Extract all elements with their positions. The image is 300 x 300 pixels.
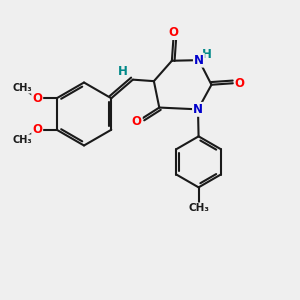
Text: CH₃: CH₃ <box>12 135 32 145</box>
Text: CH₃: CH₃ <box>12 83 32 93</box>
Text: N: N <box>193 103 203 116</box>
Text: O: O <box>235 77 245 90</box>
Text: O: O <box>132 115 142 128</box>
Text: N: N <box>194 54 204 67</box>
Text: O: O <box>32 92 42 105</box>
Text: O: O <box>32 123 42 136</box>
Text: H: H <box>202 48 212 61</box>
Text: H: H <box>117 65 127 78</box>
Text: CH₃: CH₃ <box>188 203 209 213</box>
Text: O: O <box>168 26 178 39</box>
